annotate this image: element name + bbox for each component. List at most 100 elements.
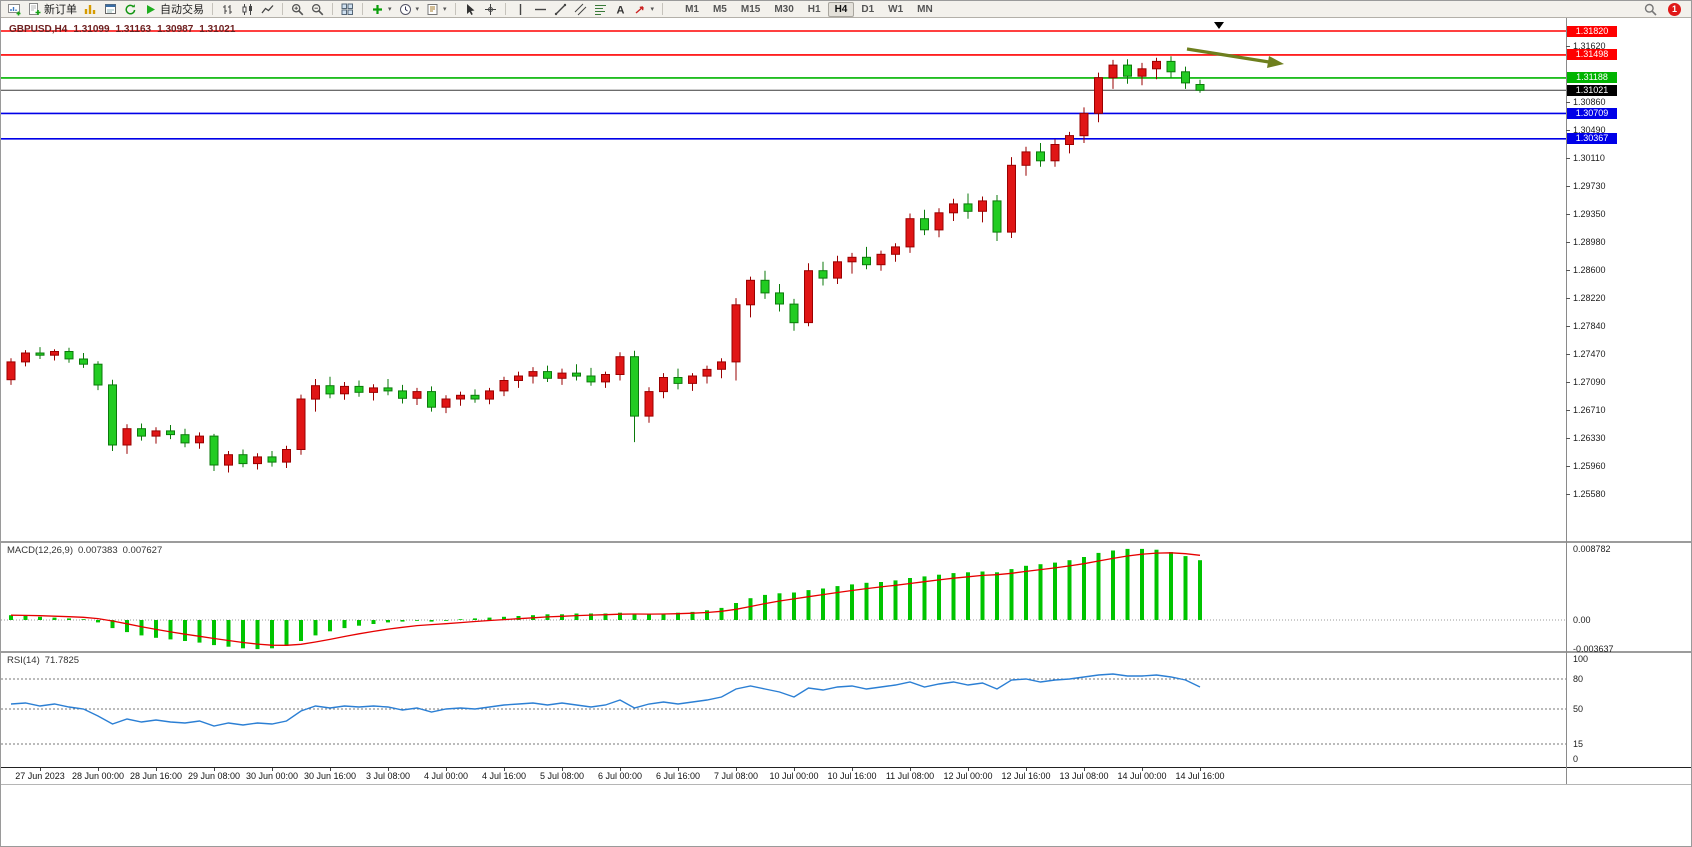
arrows-tool-button[interactable]: ▾ bbox=[631, 2, 658, 17]
price-axis-label: 1.25580 bbox=[1573, 489, 1606, 499]
price-axis-label: 1.28980 bbox=[1573, 236, 1606, 247]
price-axis-tick bbox=[1566, 381, 1570, 383]
candlestick-mode-button[interactable] bbox=[238, 2, 257, 17]
time-axis-label: 28 Jun 00:00 bbox=[71, 771, 125, 781]
price-level-badge: 1.30709 bbox=[1567, 107, 1617, 119]
pane-separator[interactable] bbox=[1, 541, 1691, 543]
time-axis-label: 6 Jul 16:00 bbox=[655, 771, 701, 781]
timeframe-M1[interactable]: M1 bbox=[678, 2, 706, 17]
trend-arrow-annotation[interactable] bbox=[1186, 47, 1270, 64]
timeframe-W1[interactable]: W1 bbox=[881, 2, 910, 17]
price-axis-tick bbox=[1566, 410, 1570, 412]
price-axis-label: 1.31620 bbox=[1573, 40, 1606, 51]
price-axis-tick bbox=[1566, 465, 1570, 467]
time-axis-label: 12 Jul 00:00 bbox=[943, 771, 993, 781]
time-axis-label: 14 Jul 16:00 bbox=[1175, 771, 1225, 781]
price-axis-tick bbox=[1566, 494, 1570, 495]
line-chart-button[interactable] bbox=[258, 2, 277, 17]
time-axis-tick bbox=[1026, 768, 1027, 771]
macd-chart[interactable] bbox=[1, 543, 1566, 651]
text-icon: A bbox=[616, 4, 624, 16]
toolbar-separator bbox=[212, 3, 213, 15]
trendline-icon bbox=[554, 3, 566, 15]
new-chart-button[interactable] bbox=[5, 2, 24, 17]
vertical-line-button[interactable] bbox=[511, 2, 530, 17]
timeframe-M15[interactable]: M15 bbox=[734, 2, 767, 17]
cursor-icon bbox=[466, 3, 475, 15]
price-axis-tick bbox=[1566, 214, 1570, 216]
fibonacci-icon bbox=[594, 4, 606, 15]
timeframe-D1[interactable]: D1 bbox=[854, 2, 881, 17]
time-axis-tick bbox=[98, 768, 99, 771]
ohlc-bars-button[interactable] bbox=[218, 2, 237, 17]
price-axis-label: 1.30860 bbox=[1573, 97, 1606, 108]
zoom-out-button[interactable] bbox=[308, 2, 327, 17]
trendline-button[interactable] bbox=[551, 2, 570, 17]
refresh-button[interactable] bbox=[121, 2, 140, 17]
chevron-down-icon: ▾ bbox=[388, 6, 392, 13]
indicators-button[interactable]: ▾ bbox=[368, 2, 395, 17]
time-axis-label: 10 Jul 16:00 bbox=[827, 771, 877, 781]
price-axis-tick bbox=[1566, 186, 1570, 188]
market-watch-button[interactable] bbox=[81, 2, 100, 17]
zoom-in-button[interactable] bbox=[288, 2, 307, 17]
trend-arrow-head bbox=[1267, 56, 1284, 68]
toolbar-separator bbox=[332, 3, 333, 15]
rsi-axis-label: 100 bbox=[1573, 654, 1589, 664]
notification-badge[interactable]: 1 bbox=[1668, 2, 1681, 16]
pane-separator[interactable] bbox=[1, 651, 1691, 653]
crosshair-button[interactable] bbox=[481, 2, 500, 17]
timeframe-MN[interactable]: MN bbox=[910, 2, 940, 17]
templates-button[interactable]: ▾ bbox=[423, 2, 450, 17]
time-axis-label: 4 Jul 00:00 bbox=[423, 771, 469, 781]
chevron-down-icon: ▾ bbox=[443, 6, 447, 13]
timeframe-H1[interactable]: H1 bbox=[801, 2, 828, 17]
rsi-axis-label: 15 bbox=[1573, 739, 1584, 749]
text-button[interactable]: A bbox=[611, 2, 630, 17]
time-axis-label: 13 Jul 08:00 bbox=[1059, 771, 1109, 781]
chevron-down-icon: ▾ bbox=[415, 6, 420, 13]
data-window-button[interactable] bbox=[101, 2, 120, 17]
periods-button[interactable]: ▾ bbox=[396, 2, 423, 17]
equidistant-channel-button[interactable] bbox=[571, 2, 590, 17]
time-axis-label: 7 Jul 08:00 bbox=[713, 771, 759, 781]
candlestick-mode-icon bbox=[242, 3, 252, 15]
tile-windows-button[interactable] bbox=[338, 2, 357, 17]
time-axis-label: 29 Jun 08:00 bbox=[187, 771, 241, 781]
horizontal-line-button[interactable] bbox=[531, 2, 550, 17]
symbol-name: GBPUSD,H4 bbox=[9, 24, 68, 35]
price-axis-label: 1.26710 bbox=[1573, 405, 1606, 416]
rsi-axis-label: 0 bbox=[1573, 754, 1579, 764]
timeframe-H4[interactable]: H4 bbox=[827, 1, 855, 17]
price-level-badge: 1.31820 bbox=[1567, 25, 1617, 37]
price-level-badge: 1.31188 bbox=[1567, 72, 1617, 84]
macd-axis-label: -0.003637 bbox=[1573, 644, 1614, 654]
cursor-button[interactable] bbox=[461, 2, 480, 17]
indicators-icon bbox=[373, 4, 382, 14]
price-axis-tick bbox=[1566, 129, 1570, 131]
timeframe-M5[interactable]: M5 bbox=[706, 2, 734, 17]
macd-main-value: 0.007383 bbox=[78, 545, 118, 556]
line-chart-icon bbox=[261, 4, 274, 13]
time-axis-tick bbox=[620, 768, 621, 771]
clock-icon bbox=[399, 3, 411, 15]
time-axis-label: 28 Jun 16:00 bbox=[129, 771, 183, 781]
price-axis-label: 1.25960 bbox=[1573, 460, 1606, 471]
search-icon bbox=[1644, 3, 1657, 16]
price-axis-label: 1.27470 bbox=[1573, 348, 1606, 359]
price-chart[interactable] bbox=[1, 18, 1566, 541]
time-axis-border bbox=[1, 767, 1691, 768]
timeframe-M30[interactable]: M30 bbox=[767, 2, 800, 17]
toolbar-separator bbox=[454, 3, 456, 15]
triangle-marker[interactable] bbox=[1214, 22, 1224, 29]
macd-axis-label: 0.00 bbox=[1573, 615, 1591, 625]
vertical-line-icon bbox=[519, 3, 521, 15]
new-order-button[interactable]: 新订单 bbox=[25, 2, 80, 17]
time-axis-label: 6 Jul 00:00 bbox=[597, 771, 643, 781]
rsi-chart[interactable] bbox=[1, 653, 1566, 767]
search-button[interactable] bbox=[1641, 2, 1660, 17]
auto-trading-button[interactable]: 自动交易 bbox=[141, 2, 207, 17]
main-toolbar: 新订单 自动交易 bbox=[1, 1, 1691, 18]
toolbar-separator bbox=[282, 3, 283, 15]
fibonacci-button[interactable] bbox=[591, 2, 610, 17]
